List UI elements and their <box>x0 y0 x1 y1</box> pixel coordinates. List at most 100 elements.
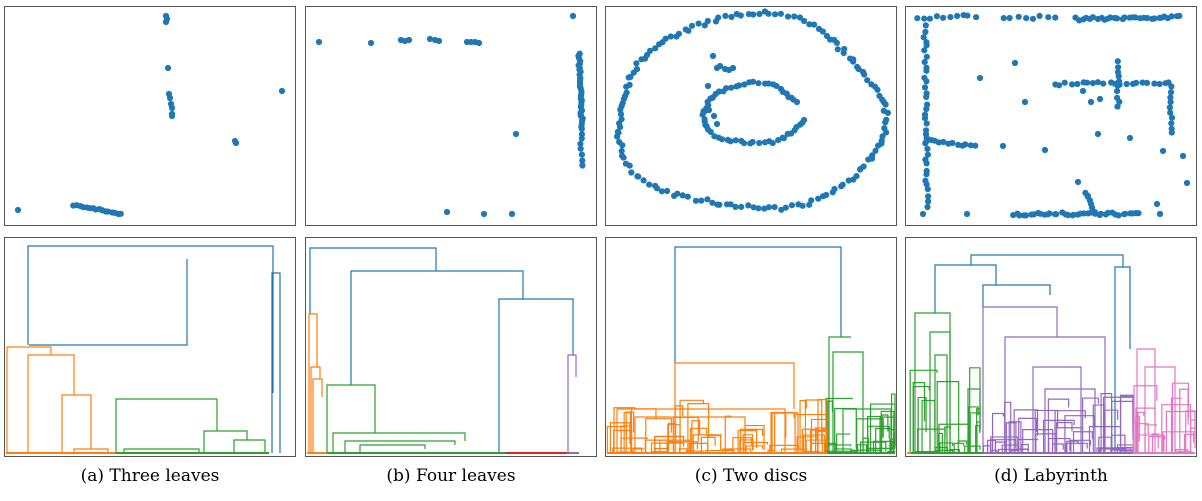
dendrogram-link <box>892 433 896 453</box>
scatter-point <box>845 177 852 184</box>
scatter-point <box>578 125 585 132</box>
scatter-point <box>924 151 931 158</box>
dendrogram-link <box>672 416 699 453</box>
scatter-point <box>1143 79 1151 86</box>
scatter-point <box>926 15 933 22</box>
scatter-point <box>622 160 629 167</box>
caption-three-leaves: (a) Three leaves <box>80 466 220 486</box>
scatter-point <box>864 77 871 84</box>
scatter-point <box>578 135 585 142</box>
dendrogram-link <box>498 298 574 453</box>
dendrogram-link <box>833 448 852 453</box>
dendrogram-link <box>1034 409 1059 453</box>
dendrogram-three-leaves <box>4 237 296 457</box>
scatter-point <box>772 11 779 18</box>
scatter-point <box>713 120 721 128</box>
scatter-point <box>714 201 721 208</box>
scatter-point <box>475 39 483 47</box>
scatter-point <box>715 14 722 21</box>
dendrogram-link <box>912 385 930 453</box>
scatter-point <box>1089 204 1096 211</box>
scatter-point <box>1168 83 1175 90</box>
dendrogram-link <box>991 449 998 453</box>
scatter-point <box>695 20 702 27</box>
scatter-point <box>765 10 772 17</box>
dendrogram-link <box>725 449 734 453</box>
scatter-point <box>838 183 845 190</box>
dendrogram-link <box>1022 428 1054 453</box>
scatter-point <box>623 89 630 96</box>
dendrogram-link <box>233 439 266 453</box>
scatter-point <box>1167 109 1174 116</box>
scatter-point <box>922 22 929 29</box>
scatter-point <box>685 27 692 34</box>
dendrogram-link <box>1132 423 1149 453</box>
scatter-point <box>626 81 633 88</box>
dendrogram-two-discs <box>605 237 897 457</box>
scatter-point <box>688 22 696 29</box>
scatter-point <box>920 34 927 41</box>
scatter-point <box>1000 15 1007 22</box>
dendrogram-link <box>970 254 1124 267</box>
scatter-point <box>1046 210 1053 217</box>
scatter-point <box>716 62 724 70</box>
scatter-point <box>801 17 808 25</box>
scatter-point <box>1016 212 1023 219</box>
scatter-point <box>1168 129 1175 136</box>
scatter-point <box>675 30 683 37</box>
dendrogram-link <box>690 427 708 453</box>
scatter-point <box>761 139 769 146</box>
scatter-point <box>940 14 947 21</box>
scatter-point <box>949 139 956 147</box>
scatter-point <box>166 94 174 102</box>
panel-frame <box>4 237 296 457</box>
scatter-point <box>738 137 745 145</box>
scatter-point <box>872 147 879 154</box>
scatter-point <box>633 66 641 73</box>
scatter-point <box>315 38 323 46</box>
scatter-point <box>755 205 762 212</box>
dendrogram-link <box>828 336 851 453</box>
scatter-point <box>508 210 516 218</box>
scatter-point <box>618 152 626 159</box>
scatter-point <box>579 157 586 164</box>
dendrogram-link <box>991 412 1005 453</box>
scatter-point <box>628 169 635 176</box>
dendrogram-link <box>1175 449 1189 453</box>
dendrogram-link <box>203 430 248 453</box>
scatter-point <box>577 140 584 147</box>
dendrogram-link <box>953 442 965 453</box>
scatter-point <box>652 45 659 52</box>
scatter-point <box>921 115 929 122</box>
scatter-point <box>1036 12 1043 19</box>
scatter-point <box>1089 14 1096 21</box>
scatter-point <box>924 203 931 211</box>
dendrogram-link <box>921 399 936 453</box>
scatter-point <box>923 138 930 145</box>
scatter-point <box>1023 15 1030 22</box>
dendrogram-link <box>310 366 321 453</box>
scatter-point <box>923 78 930 85</box>
scatter-point <box>1080 210 1087 217</box>
dendrogram-link <box>1051 443 1064 453</box>
scatter-point <box>1052 14 1059 21</box>
dendrogram-link <box>975 425 981 453</box>
dendrogram-link <box>326 384 376 453</box>
dendrogram-link <box>810 442 825 453</box>
scatter-point <box>1087 98 1095 106</box>
dendrogram-link <box>612 447 643 453</box>
scatter-point <box>1144 14 1151 22</box>
scatter-point <box>749 78 757 85</box>
dendrogram-link <box>1190 419 1196 453</box>
dendrogram-link <box>1005 422 1017 453</box>
dendrogram-link <box>1064 415 1096 453</box>
scatter-point <box>692 197 699 204</box>
dendrogram-link <box>674 246 842 363</box>
scatter-point <box>616 138 623 146</box>
scatter-point <box>1074 178 1082 186</box>
scatter-point <box>850 58 857 65</box>
dendrogram-link <box>834 407 857 453</box>
scatter-point <box>1065 212 1072 219</box>
dendrogram-link <box>1133 385 1158 453</box>
scatter-point <box>232 139 240 147</box>
